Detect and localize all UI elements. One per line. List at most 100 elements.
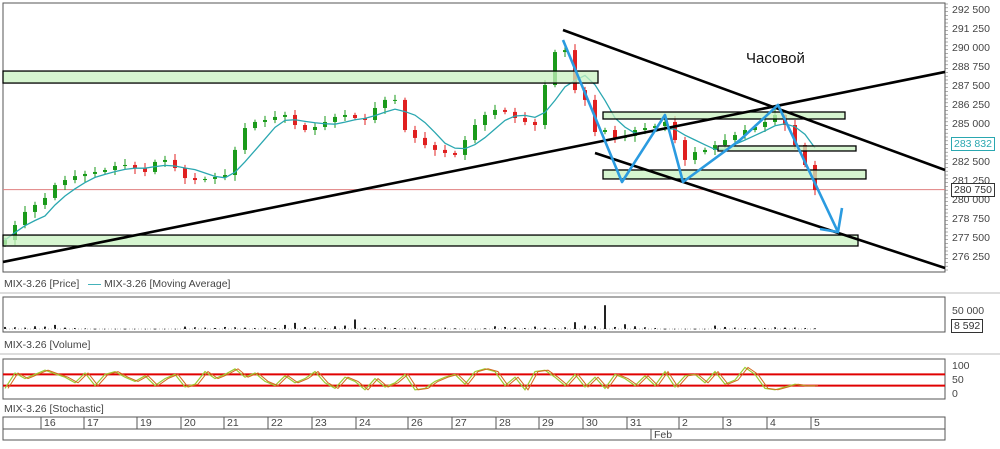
price-axis-tick: 285 000 [952, 118, 990, 130]
price-panel[interactable] [2, 28, 946, 270]
volume-bar [734, 327, 736, 329]
candle-body [173, 159, 177, 169]
candle-body [43, 197, 47, 205]
volume-bar [24, 327, 26, 329]
price-axis-tick: 287 500 [952, 80, 990, 92]
candle-body [743, 130, 747, 136]
candle-body [803, 145, 807, 165]
volume-bar [814, 328, 816, 330]
panel-divider[interactable] [0, 292, 1000, 294]
day-label: 29 [542, 417, 554, 429]
candle-body [713, 145, 717, 150]
day-label: 30 [586, 417, 598, 429]
candle-body [373, 107, 377, 120]
candle-body [463, 140, 467, 155]
candle-body [423, 137, 427, 146]
price-axis-tick: 277 500 [952, 232, 990, 244]
candle-body [53, 185, 57, 198]
volume-bar [764, 327, 766, 329]
volume-bar [524, 327, 526, 329]
volume-bar [414, 327, 416, 329]
day-label: 23 [315, 417, 327, 429]
volume-bar [454, 328, 456, 330]
stochastic-panel[interactable] [3, 366, 945, 391]
month-label: Feb [654, 429, 673, 441]
volume-bar [94, 328, 96, 330]
volume-bar [774, 327, 776, 329]
candle-body [433, 145, 437, 150]
day-label: 20 [184, 417, 196, 429]
volume-bar [384, 327, 386, 329]
volume-bar [214, 327, 216, 329]
stochastic-axis-tick-50: 50 [952, 374, 964, 386]
support-resistance-zone [602, 169, 867, 180]
candle-body [683, 140, 687, 160]
candle-body [163, 159, 167, 162]
trendline [2, 70, 946, 264]
candle-body [233, 149, 237, 176]
volume-bar [64, 327, 66, 329]
candle-body [123, 164, 127, 167]
day-label: 5 [814, 417, 820, 429]
price-axis-tick: 291 250 [952, 23, 990, 35]
candle-body [113, 166, 117, 170]
day-label: 31 [630, 417, 642, 429]
price-axis-tick: 276 250 [952, 251, 990, 263]
volume-bar [274, 327, 276, 329]
volume-bar [444, 327, 446, 329]
candle-body [473, 125, 477, 141]
volume-bar [574, 322, 576, 329]
stochastic-axis-tick-100: 100 [952, 360, 970, 372]
candle-body [33, 204, 37, 212]
candle-body [383, 99, 387, 108]
candle-body [323, 121, 327, 127]
panel-divider[interactable] [0, 353, 1000, 355]
day-label: 16 [44, 417, 56, 429]
volume-bar [334, 326, 336, 329]
volume-bar [324, 327, 326, 329]
candle-body [243, 128, 247, 150]
volume-axis-tick: 50 000 [952, 305, 985, 317]
moving-average-line [4, 74, 816, 241]
legend-price: MIX-3.26 [Price] [4, 278, 80, 290]
day-label: 26 [411, 417, 423, 429]
volume-bar [724, 326, 726, 329]
day-label: 17 [87, 417, 99, 429]
wave-arrow-path [561, 39, 840, 233]
candle-body [503, 109, 507, 112]
candle-body [493, 109, 497, 115]
candle-body [723, 140, 727, 146]
candle-body [203, 178, 207, 181]
volume-bar [244, 327, 246, 329]
price-axis-tick: 278 750 [952, 213, 990, 225]
volume-bar [264, 327, 266, 329]
volume-bar [694, 328, 696, 330]
price-axis-tick: 292 500 [952, 4, 990, 16]
volume-panel-frame [2, 296, 946, 333]
trendline [594, 151, 946, 270]
candle-body [183, 168, 187, 179]
volume-panel[interactable] [3, 305, 816, 330]
volume-bar [594, 326, 596, 329]
stochastic-k-line [7, 366, 818, 391]
volume-bar [514, 327, 516, 329]
day-label: 22 [271, 417, 283, 429]
candle-body [223, 175, 227, 177]
volume-bar [664, 328, 666, 330]
candle-body [353, 114, 357, 119]
day-label: 19 [140, 417, 152, 429]
volume-bar [784, 327, 786, 329]
volume-bar [34, 326, 36, 329]
volume-bar [154, 328, 156, 330]
volume-bar [124, 328, 126, 330]
volume-bar [744, 327, 746, 329]
candle-body [563, 50, 567, 53]
volume-bar [354, 319, 356, 329]
candle-body [303, 125, 307, 131]
day-label: 27 [455, 417, 467, 429]
volume-bar [224, 326, 226, 329]
volume-bar [584, 325, 586, 329]
candle-body [333, 116, 337, 122]
last-price-label: 280 750 [951, 183, 995, 197]
